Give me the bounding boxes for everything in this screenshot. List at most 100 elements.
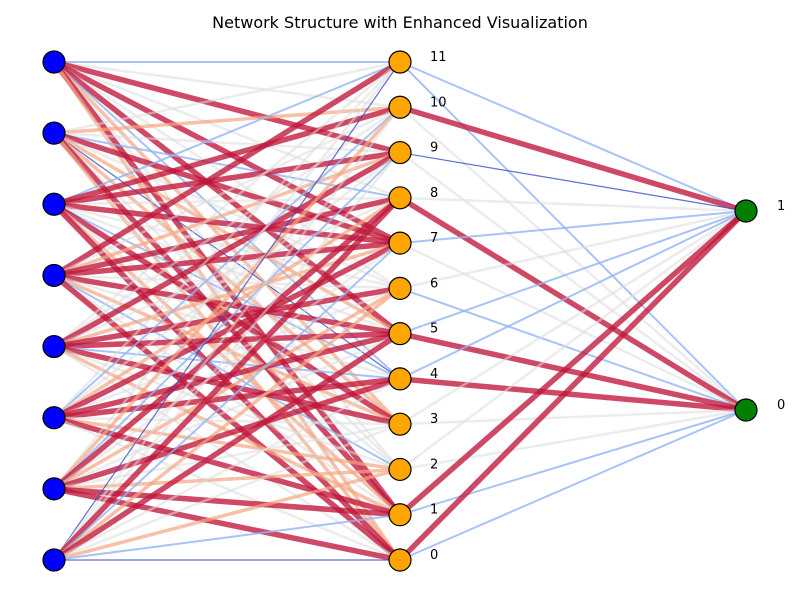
edge-input-5-hidden-11: [52, 60, 402, 419]
edge-hidden-8-output-1: [398, 196, 748, 213]
edge-input-3-hidden-10: [52, 106, 402, 277]
edge-input-7-hidden-8: [51, 195, 403, 563]
edge-input-6-hidden-10: [52, 105, 402, 491]
edge-input-6-hidden-11: [52, 60, 402, 491]
edge-input-5-hidden-6: [52, 287, 402, 419]
edge-input-3-hidden-4: [52, 274, 402, 381]
edge-input-6-hidden-3: [52, 422, 402, 491]
edge-hidden-4-output-1: [399, 210, 747, 380]
edge-hidden-10-output-0: [398, 106, 748, 412]
edge-input-1-hidden-9: [52, 131, 402, 154]
edge-input-4-hidden-6: [51, 285, 403, 350]
hidden-node-label: 0: [430, 548, 438, 563]
edge-hidden-2-output-1: [398, 209, 748, 471]
edge-input-4-hidden-8: [52, 196, 402, 348]
edge-hidden-7-output-0: [398, 241, 748, 412]
hidden-node-6: [388, 276, 412, 300]
input-node-0: [42, 50, 66, 74]
edge-hidden-4-output-0: [397, 376, 749, 413]
edge-input-2-hidden-8: [52, 196, 402, 206]
edge-input-7-hidden-5: [51, 330, 403, 563]
hidden-node-label: 11: [430, 50, 447, 65]
edge-input-7-hidden-7: [53, 242, 401, 561]
edge-hidden-8-output-0: [397, 195, 749, 413]
hidden-node-label: 9: [430, 141, 438, 156]
edge-hidden-3-output-1: [398, 209, 748, 426]
hidden-node-5: [388, 322, 412, 346]
edge-input-1-hidden-11: [52, 60, 402, 135]
edge-input-7-hidden-11: [53, 61, 401, 561]
edge-input-6-hidden-7: [52, 241, 402, 491]
edge-input-7-hidden-6: [52, 286, 402, 562]
edge-hidden-1-output-0: [399, 409, 747, 516]
hidden-node-0: [388, 548, 412, 572]
input-node-6: [42, 477, 66, 501]
hidden-node-label: 1: [430, 503, 438, 518]
edge-input-3-hidden-6: [52, 274, 402, 290]
hidden-node-11: [388, 50, 412, 74]
hidden-node-label: 10: [430, 95, 447, 110]
input-node-7: [42, 548, 66, 572]
edge-input-5-hidden-4: [51, 376, 403, 421]
edge-hidden-9-output-0: [398, 151, 748, 412]
output-node-label: 1: [777, 199, 785, 214]
edge-hidden-0-output-1: [397, 208, 749, 563]
edge-input-6-hidden-4: [51, 376, 403, 492]
edge-input-2-hidden-7: [51, 201, 403, 246]
edge-input-6-hidden-8: [51, 195, 403, 492]
output-node-1: [734, 199, 758, 223]
edge-input-2-hidden-10: [51, 104, 403, 208]
edge-input-5-hidden-7: [51, 240, 403, 421]
edge-input-1-hidden-7: [51, 130, 403, 246]
edge-input-5-hidden-8: [52, 196, 402, 420]
edge-input-6-hidden-9: [53, 151, 401, 490]
edge-hidden-0-output-0: [399, 409, 747, 561]
edge-hidden-5-output-0: [397, 330, 749, 413]
edge-input-7-hidden-4: [52, 377, 402, 562]
edge-hidden-6-output-1: [398, 209, 748, 290]
hidden-node-label: 5: [430, 322, 438, 337]
output-node-label: 0: [777, 398, 785, 413]
diagram-title: Network Structure with Enhanced Visualiz…: [212, 13, 588, 32]
nodes-layer: [42, 50, 758, 572]
edge-input-1-hidden-6: [52, 131, 402, 290]
edge-input-7-hidden-2: [52, 467, 402, 562]
hidden-node-8: [388, 186, 412, 210]
edge-input-0-hidden-9: [51, 59, 403, 156]
hidden-node-4: [388, 367, 412, 391]
edge-input-2-hidden-5: [52, 203, 402, 335]
hidden-node-2: [388, 457, 412, 482]
hidden-node-9: [388, 140, 412, 165]
edge-input-2-hidden-11: [53, 61, 401, 206]
edges-layer: [51, 59, 749, 563]
edge-input-7-hidden-10: [52, 106, 402, 562]
hidden-node-label: 7: [430, 231, 438, 246]
edge-hidden-3-output-0: [398, 408, 748, 426]
edge-input-2-hidden-9: [51, 149, 403, 208]
edge-hidden-2-output-0: [398, 408, 748, 471]
edge-hidden-10-output-1: [397, 104, 749, 214]
hidden-node-label: 6: [430, 276, 438, 291]
edge-input-7-hidden-1: [53, 513, 401, 561]
hidden-node-label: 3: [430, 412, 438, 427]
edge-input-4-hidden-10: [52, 106, 402, 348]
edge-hidden-7-output-1: [399, 210, 747, 245]
edge-input-4-hidden-9: [51, 149, 403, 350]
edge-input-7-hidden-3: [52, 422, 402, 562]
edge-hidden-11-output-0: [399, 61, 747, 411]
hidden-node-3: [388, 412, 412, 436]
edge-input-6-hidden-5: [52, 332, 402, 491]
hidden-node-10: [388, 95, 412, 119]
output-node-0: [734, 398, 758, 422]
input-node-4: [42, 334, 66, 359]
edge-input-0-hidden-8: [52, 60, 402, 200]
hidden-node-1: [388, 503, 412, 527]
edge-input-7-hidden-9: [52, 151, 402, 562]
edge-input-5-hidden-9: [52, 151, 402, 419]
edge-hidden-5-output-1: [399, 210, 747, 335]
edge-input-0-hidden-5: [51, 59, 403, 337]
edge-input-5-hidden-10: [53, 106, 401, 419]
edge-input-3-hidden-8: [51, 195, 403, 279]
